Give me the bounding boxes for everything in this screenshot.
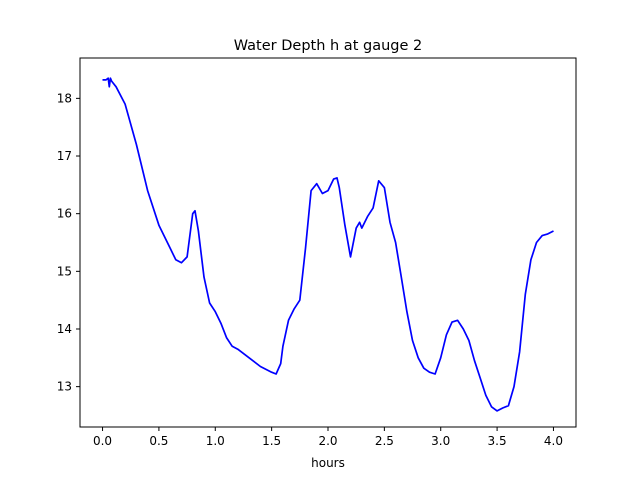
plot-area [79, 57, 577, 428]
x-tick-label: 2.5 [375, 434, 394, 448]
x-axis: 0.0 0.5 1.0 1.5 2.0 2.5 3.0 3.5 4.0 [93, 427, 563, 448]
y-tick-label: 13 [57, 380, 72, 394]
x-tick-label: 1.5 [262, 434, 281, 448]
y-tick-label: 18 [57, 91, 72, 105]
x-tick-label: 1.0 [206, 434, 225, 448]
x-axis-label: hours [311, 456, 345, 470]
y-tick-label: 14 [57, 322, 72, 336]
y-axis: 13 14 15 16 17 18 [57, 91, 80, 394]
series-line [102, 77, 554, 412]
chart-title: Water Depth h at gauge 2 [234, 38, 422, 54]
x-tick-label: 0.5 [149, 434, 168, 448]
x-tick-label: 3.5 [488, 434, 507, 448]
x-tick-label: 0.0 [93, 434, 112, 448]
y-tick-label: 16 [57, 207, 72, 221]
y-tick-label: 17 [57, 149, 72, 163]
x-tick-label: 2.0 [318, 434, 337, 448]
y-tick-label: 15 [57, 264, 72, 278]
x-tick-label: 3.0 [431, 434, 450, 448]
x-tick-label: 4.0 [544, 434, 563, 448]
